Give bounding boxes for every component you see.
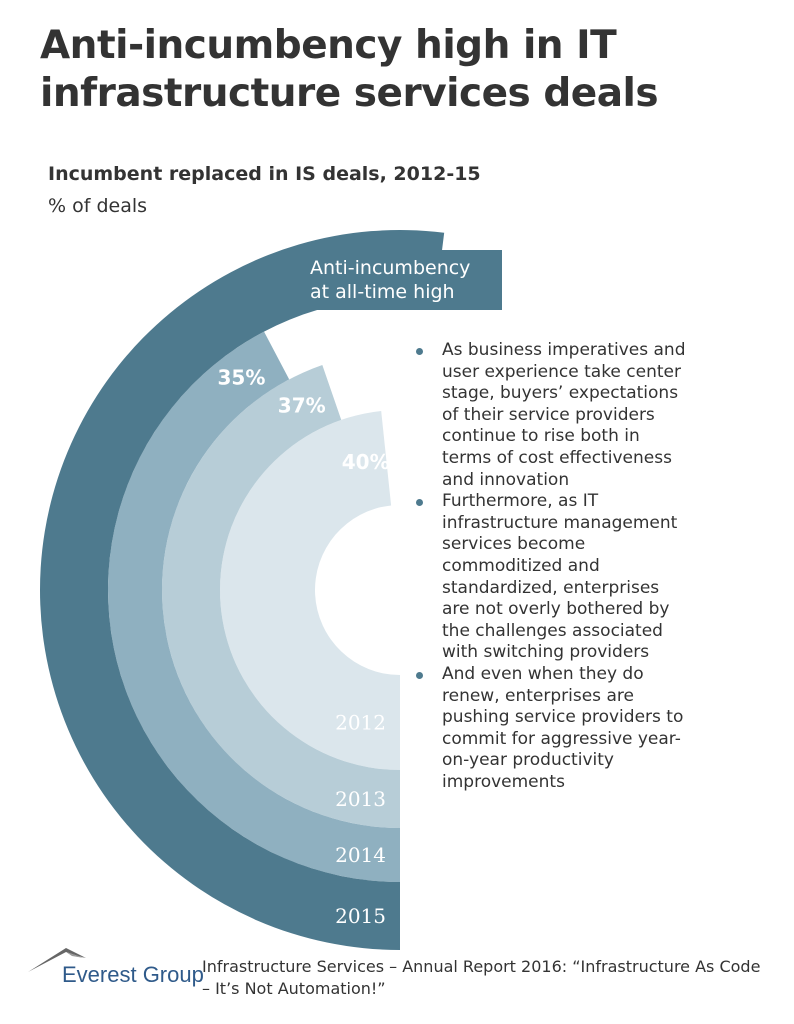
year-label-2014: 2014 bbox=[335, 843, 386, 867]
insight-item: And even when they do renew, enterprises… bbox=[414, 664, 689, 794]
value-label-2012: 40% bbox=[342, 450, 390, 474]
logo-text: Everest Group bbox=[62, 962, 204, 987]
ring-2015 bbox=[39, 229, 445, 951]
insights-list: As business imperatives and user experie… bbox=[414, 340, 689, 793]
page-title: Anti-incumbency high in IT infrastructur… bbox=[40, 23, 659, 116]
callout-line-1: Anti-incumbency bbox=[310, 257, 471, 279]
source-citation: Infrastructure Services – Annual Report … bbox=[202, 957, 761, 998]
insight-item: As business imperatives and user experie… bbox=[414, 340, 689, 491]
year-label-2013: 2013 bbox=[335, 787, 386, 811]
insight-text: As business imperatives and user experie… bbox=[442, 340, 686, 490]
bullet-icon bbox=[416, 671, 423, 679]
ring-2013 bbox=[161, 365, 400, 828]
value-label-2014: 35% bbox=[218, 366, 266, 390]
value-label-2013: 37% bbox=[278, 394, 326, 418]
everest-group-logo: Everest Group bbox=[26, 944, 204, 996]
chart-title: Incumbent replaced in IS deals, 2012-15 bbox=[48, 163, 481, 185]
insight-text: And even when they do renew, enterprises… bbox=[442, 663, 684, 792]
insight-item: Furthermore, as IT infrastructure manage… bbox=[414, 491, 689, 664]
year-label-2015: 2015 bbox=[335, 904, 386, 928]
ring-2014 bbox=[107, 331, 401, 882]
callout-line-2: at all-time high bbox=[310, 281, 455, 303]
callout-box: Anti-incumbency at all-time high bbox=[296, 250, 502, 310]
chart-unit: % of deals bbox=[48, 195, 148, 217]
year-label-2012: 2012 bbox=[335, 711, 386, 735]
ring-2012 bbox=[220, 410, 400, 770]
insight-text: Furthermore, as IT infrastructure manage… bbox=[442, 491, 678, 663]
bullet-icon bbox=[416, 499, 423, 507]
mountain-logo-icon bbox=[28, 948, 86, 972]
bullet-icon bbox=[416, 348, 423, 355]
